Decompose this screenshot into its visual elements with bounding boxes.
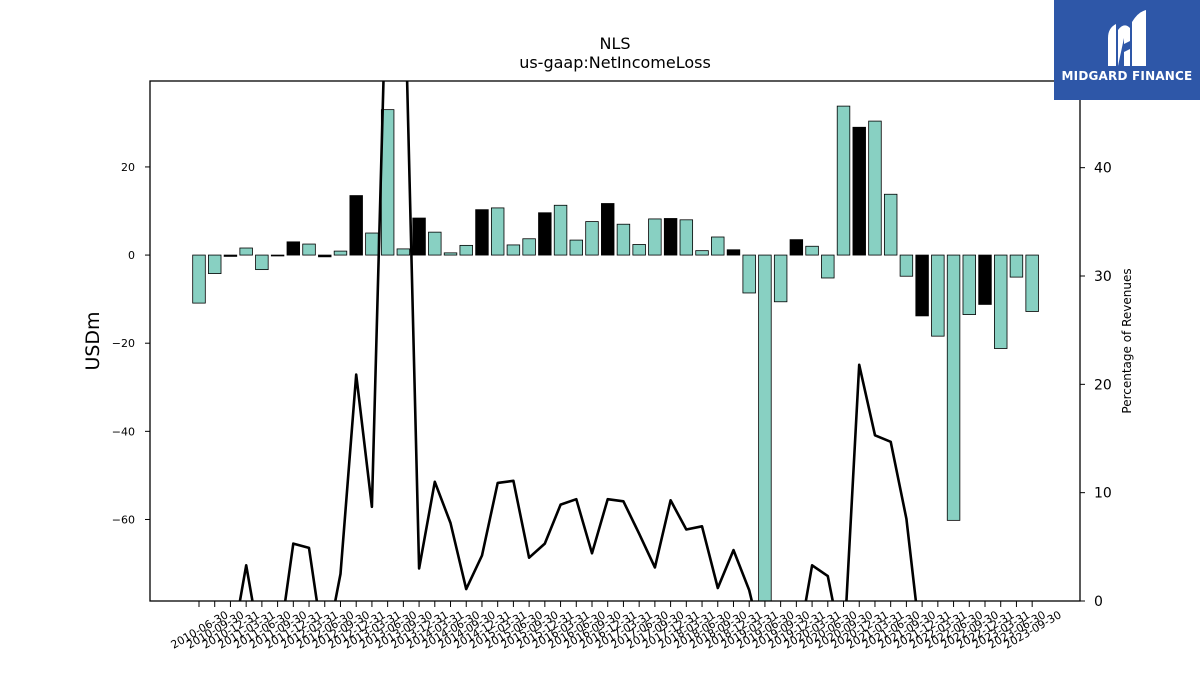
bar-2014-12-31: [475, 209, 489, 256]
bar-2022-06-30: [946, 254, 961, 521]
bar-2021-03-31: [868, 120, 882, 256]
right-tick-label: 20: [1094, 377, 1112, 393]
bar-2019-12-31: [789, 239, 804, 256]
bar-2020-09-30: [836, 105, 851, 256]
bar-2011-06-30: [255, 254, 269, 271]
bar-2014-03-31: [428, 231, 442, 256]
left-tick-label: −20: [112, 337, 135, 350]
plot-frame: [149, 80, 1081, 602]
right-tick-label: 10: [1094, 486, 1112, 502]
bar-2020-06-30: [821, 254, 835, 279]
right-tick-label: 40: [1094, 161, 1112, 177]
percentage-line: [238, 81, 918, 601]
bar-2015-03-31: [490, 207, 505, 256]
line-series: [238, 81, 918, 601]
bar-2012-09-30: [333, 250, 348, 256]
bar-2014-09-30: [459, 244, 473, 256]
bar-2011-12-31: [286, 241, 301, 256]
bar-2014-06-30: [443, 252, 458, 256]
bar-2022-12-31: [978, 254, 992, 305]
bar-2015-06-30: [506, 244, 521, 256]
bar-2019-06-30: [758, 254, 772, 601]
bar-2010-06-30: [192, 254, 206, 304]
bar-2012-03-31: [302, 243, 316, 256]
bar-2023-09-30: [1025, 254, 1039, 312]
brand-logo: MIDGARD FINANCE: [1054, 0, 1200, 100]
y-axis-label: USDm: [82, 311, 104, 370]
left-tick-label: −40: [112, 425, 135, 438]
y2-axis-label: Percentage of Revenues: [1120, 268, 1134, 413]
chart-title: NLS: [599, 34, 630, 53]
bar-2018-09-30: [711, 236, 725, 256]
left-tick-label: −60: [112, 513, 135, 526]
bar-2011-03-31: [239, 247, 253, 256]
bar-2018-06-30: [695, 250, 709, 256]
bar-2016-03-31: [553, 204, 568, 256]
midgard-logo-icon: [1108, 10, 1146, 66]
bar-2020-03-31: [805, 245, 819, 256]
bar-2023-03-31: [994, 254, 1008, 349]
bar-2016-09-30: [585, 221, 599, 256]
bar-2022-09-30: [962, 254, 976, 315]
left-tick-label: 20: [121, 161, 135, 174]
left-tick-label: 0: [128, 249, 135, 262]
bar-2013-12-31: [412, 217, 426, 256]
bar-2019-09-30: [773, 254, 788, 303]
bar-2017-03-31: [616, 223, 631, 256]
bar-2021-09-30: [899, 254, 914, 277]
bar-2013-03-31: [365, 232, 379, 256]
bar-2012-06-30: [318, 254, 332, 258]
bar-2015-12-31: [538, 212, 552, 256]
bar-2016-06-30: [569, 239, 583, 256]
bar-2023-06-30: [1009, 254, 1024, 278]
bar-2015-09-30: [522, 238, 536, 256]
right-axis-ticks: 0 10 20 30 40: [1080, 161, 1112, 610]
bar-2018-03-31: [679, 219, 694, 256]
bar-2019-03-31: [742, 254, 756, 294]
bar-2020-12-31: [852, 126, 866, 256]
bar-2012-12-31: [349, 195, 363, 256]
bar-2010-12-31: [223, 254, 238, 257]
right-tick-label: 0: [1094, 594, 1103, 610]
bar-2016-12-31: [601, 203, 615, 256]
bar-2017-12-31: [663, 218, 678, 256]
x-axis-ticks: 2010-06-302010-09-302010-12-312011-03-31…: [169, 601, 1064, 652]
right-tick-label: 30: [1094, 269, 1112, 285]
bar-2022-03-31: [931, 254, 945, 337]
bar-2010-09-30: [208, 254, 222, 274]
bar-2011-09-30: [270, 254, 285, 257]
bar-2021-06-30: [883, 193, 898, 256]
bar-2021-12-31: [915, 254, 929, 317]
left-axis-ticks: 20 0 −20 −40 −60: [112, 161, 150, 526]
brand-name: MIDGARD FINANCE: [1061, 69, 1193, 83]
bar-series: [192, 105, 1039, 601]
bar-2013-09-30: [396, 248, 411, 256]
bar-2017-06-30: [632, 244, 646, 256]
bar-2017-09-30: [648, 218, 662, 256]
bar-2018-12-31: [726, 249, 741, 256]
chart-subtitle: us-gaap:NetIncomeLoss: [519, 53, 711, 72]
